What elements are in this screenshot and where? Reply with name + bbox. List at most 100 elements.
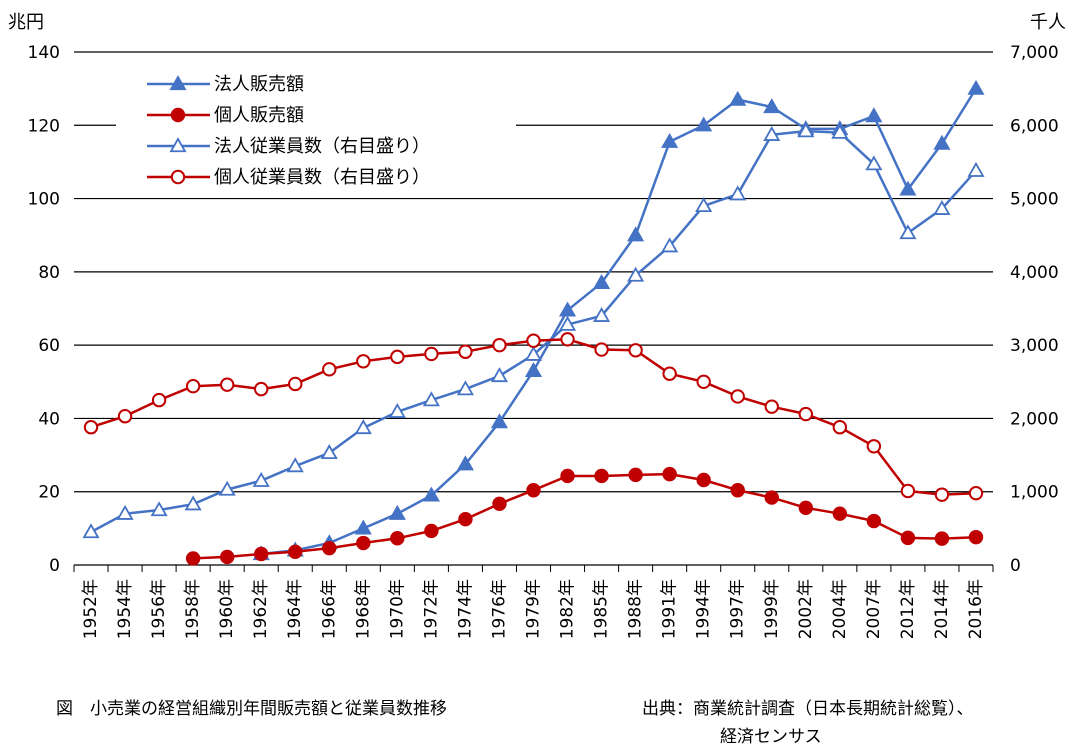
circle-marker [594,468,609,484]
source-line-2: 経済センサス [720,727,822,747]
triangle-marker [729,185,747,201]
circle-marker [696,374,711,389]
x-tick-label: 1994年 [694,579,714,639]
left-tick-label: 0 [49,556,60,576]
circle-marker [492,496,507,512]
triangle-marker [169,75,187,91]
x-tick-label: 1999年 [762,579,782,639]
triangle-marker [388,504,406,520]
triangle-marker [184,495,202,511]
left-tick-label: 100 [28,190,60,210]
triangle-marker [150,501,168,517]
triangle-marker [354,519,372,535]
triangle-marker [524,345,543,361]
circle-marker [798,406,813,422]
triangle-marker [169,137,187,153]
series-line [261,87,978,556]
circle-marker [628,343,643,358]
x-tick-label: 1952年 [81,579,101,639]
x-tick-label: 2012年 [898,579,918,639]
left-tick-label: 20 [38,483,60,503]
x-tick-label: 1979年 [524,579,544,639]
legend-label: 法人販売額 [214,74,304,95]
x-tick-label: 1966年 [319,579,339,639]
triangle-marker [320,444,338,460]
x-tick-label: 1956年 [149,579,169,639]
triangle-marker [252,471,270,487]
circle-marker [458,344,473,359]
legend-label: 個人販売額 [214,105,304,126]
circle-marker [526,333,541,348]
circle-marker [219,549,235,565]
x-tick-label: 1976年 [489,579,509,639]
left-tick-label: 60 [38,336,60,356]
triangle-marker [865,107,883,123]
triangle-marker [354,419,372,435]
right-tick-label: 5,000 [1010,190,1059,210]
x-tick-label: 2016年 [966,579,986,639]
circle-marker [866,439,882,454]
circle-marker [662,466,677,482]
triangle-marker [729,90,747,106]
triangle-marker [82,523,100,539]
series-group [185,466,984,566]
circle-marker [560,332,575,347]
circle-marker [594,342,609,357]
figure-caption: 図 小売業の経営組織別年間販売額と従業員数推移 [56,699,447,719]
right-tick-label: 7,000 [1010,43,1059,63]
triangle-marker [422,486,440,502]
circle-marker [390,531,405,546]
circle-marker [458,511,473,527]
circle-marker [424,523,439,539]
left-tick-label: 40 [38,409,60,429]
circle-marker [322,362,337,377]
triangle-marker [899,224,917,240]
circle-marker [424,346,439,362]
circle-marker [322,540,337,556]
circle-marker [492,337,507,353]
circle-marker [934,487,950,502]
circle-marker [730,483,745,498]
left-axis-unit: 兆円 [8,12,44,33]
circle-marker [356,354,371,369]
circle-marker [390,349,405,365]
x-tick-label: 1964年 [285,579,305,639]
circle-marker [356,535,371,551]
x-tick-label: 1982年 [558,579,578,639]
x-tick-label: 2002年 [796,579,816,639]
triangle-marker [967,79,985,95]
legend-label: 法人従業員数（右目盛り） [214,136,430,157]
triangle-marker [218,480,236,496]
triangle-marker [865,155,883,171]
triangle-marker [456,455,474,471]
triangle-marker [524,361,543,377]
right-tick-label: 6,000 [1010,116,1059,136]
left-tick-label: 120 [28,116,60,136]
x-tick-label: 1974年 [455,579,475,639]
triangle-marker [593,307,611,322]
source-line-1: 出典：商業統計調査（日本長期統計総覧）、 [642,699,974,719]
circle-marker [866,513,882,529]
circle-marker [696,472,711,488]
left-tick-label: 140 [28,43,60,63]
right-axis: 0 1,000 2,000 3,000 4,000 5,000 6,000 7,000 千人 [1010,12,1066,576]
circle-marker [117,409,133,424]
circle-marker [900,483,916,499]
circle-marker [832,420,848,435]
circle-marker [219,377,235,392]
circle-marker [254,381,269,397]
x-tick-label: 1960年 [217,579,237,639]
right-tick-label: 4,000 [1010,263,1059,283]
triangle-marker [695,197,713,213]
triangle-marker [695,116,713,132]
circle-marker [560,468,575,484]
circle-marker [764,490,779,505]
x-tick-label: 1958年 [183,579,203,639]
triangle-marker [899,180,917,196]
triangle-marker [933,134,951,150]
legend-label: 個人従業員数（右目盛り） [214,167,430,188]
series-group [83,332,984,502]
circle-marker [798,500,813,516]
circle-marker [900,530,916,546]
